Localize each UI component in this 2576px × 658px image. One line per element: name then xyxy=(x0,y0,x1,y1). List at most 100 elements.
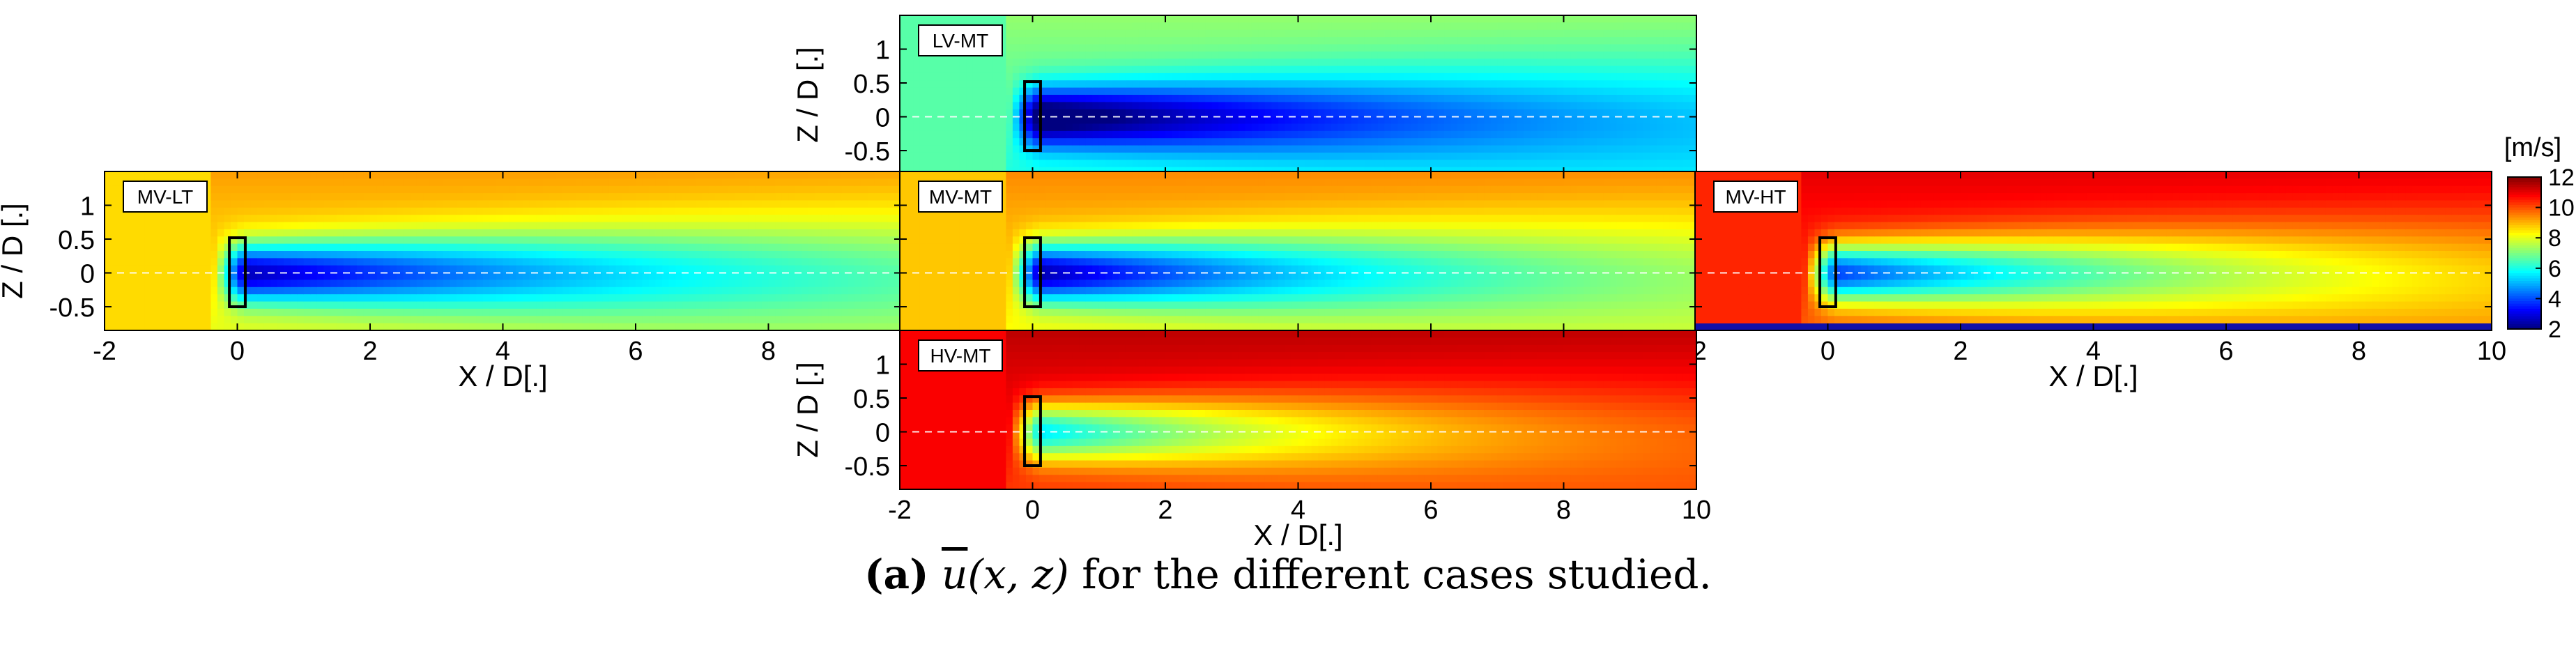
heatmap-cell xyxy=(795,244,802,252)
heatmap-cell xyxy=(1086,66,1093,74)
heatmap-cell xyxy=(1006,109,1013,117)
heatmap-cell xyxy=(675,229,682,237)
heatmap-cell xyxy=(669,323,676,331)
heatmap-cell xyxy=(629,215,636,222)
heatmap-cell xyxy=(257,273,264,280)
heatmap-cell xyxy=(1019,153,1026,160)
heatmap-cell xyxy=(105,251,112,259)
heatmap-cell xyxy=(1338,15,1345,23)
heatmap-cell xyxy=(1179,22,1186,30)
heatmap-cell xyxy=(251,208,258,215)
heatmap-cell xyxy=(722,280,729,287)
heatmap-cell xyxy=(350,258,357,266)
heatmap-cell xyxy=(1099,37,1106,45)
heatmap-cell xyxy=(509,222,516,230)
heatmap-cell xyxy=(1351,44,1358,52)
heatmap-cell xyxy=(423,258,430,266)
heatmap-cell xyxy=(1537,153,1544,160)
heatmap-cell xyxy=(257,200,264,208)
heatmap-cell xyxy=(443,258,450,266)
heatmap-cell xyxy=(530,273,537,280)
heatmap-cell xyxy=(1564,44,1571,52)
heatmap-cell xyxy=(210,222,217,230)
heatmap-cell xyxy=(1165,116,1172,124)
heatmap-cell xyxy=(503,273,510,280)
heatmap-cell xyxy=(1623,59,1630,66)
heatmap-cell xyxy=(802,186,808,194)
heatmap-cell xyxy=(1092,73,1099,81)
heatmap-cell xyxy=(702,222,709,230)
heatmap-cell xyxy=(1351,73,1358,81)
heatmap-cell xyxy=(629,258,636,266)
heatmap-cell xyxy=(1026,52,1033,59)
heatmap-cell xyxy=(178,251,185,259)
heatmap-cell xyxy=(317,302,324,309)
heatmap-cell xyxy=(244,323,251,331)
heatmap-cell xyxy=(1531,66,1538,74)
heatmap-cell xyxy=(1663,30,1670,38)
heatmap-cell xyxy=(503,294,510,302)
heatmap-cell xyxy=(191,323,198,331)
heatmap-cell xyxy=(1145,109,1152,117)
heatmap-cell xyxy=(530,236,537,244)
heatmap-cell xyxy=(1438,95,1445,102)
heatmap-cell xyxy=(1205,22,1212,30)
heatmap-cell xyxy=(1192,153,1199,160)
heatmap-cell xyxy=(1397,73,1404,81)
heatmap-cell xyxy=(1391,44,1398,52)
heatmap-cell xyxy=(1597,116,1604,124)
heatmap-cell xyxy=(238,244,245,252)
heatmap-cell xyxy=(1570,109,1577,117)
heatmap-cell xyxy=(1371,30,1378,38)
heatmap-cell xyxy=(926,138,933,146)
heatmap-cell xyxy=(1212,153,1219,160)
heatmap-cell xyxy=(1059,116,1066,124)
heatmap-cell xyxy=(430,171,437,179)
heatmap-cell xyxy=(1604,73,1611,81)
heatmap-cell xyxy=(583,222,590,230)
heatmap-cell xyxy=(709,294,716,302)
heatmap-cell xyxy=(602,171,609,179)
heatmap-cell xyxy=(966,73,973,81)
heatmap-cell xyxy=(1278,116,1285,124)
heatmap-cell xyxy=(1305,44,1312,52)
heatmap-cell xyxy=(1351,22,1358,30)
heatmap-cell xyxy=(769,229,776,237)
heatmap-cell xyxy=(1192,37,1199,45)
heatmap-cell xyxy=(979,88,986,95)
heatmap-cell xyxy=(615,178,622,186)
heatmap-cell xyxy=(1145,138,1152,146)
heatmap-cell xyxy=(1478,66,1485,74)
heatmap-cell xyxy=(1278,160,1285,167)
heatmap-cell xyxy=(1059,44,1066,52)
heatmap-cell xyxy=(1510,153,1517,160)
heatmap-cell xyxy=(1676,109,1683,117)
heatmap-cell xyxy=(423,186,430,194)
heatmap-cell xyxy=(549,309,556,316)
heatmap-cell xyxy=(231,280,238,287)
heatmap-cell xyxy=(609,215,616,222)
heatmap-cell xyxy=(244,229,251,237)
heatmap-cell xyxy=(1033,30,1040,38)
heatmap-cell xyxy=(1531,80,1538,88)
heatmap-cell xyxy=(992,15,999,23)
heatmap-cell xyxy=(105,287,112,295)
heatmap-cell xyxy=(1006,73,1013,81)
heatmap-cell xyxy=(1218,44,1225,52)
heatmap-cell xyxy=(782,229,789,237)
heatmap-cell xyxy=(1318,160,1325,167)
heatmap-cell xyxy=(244,171,251,179)
heatmap-cell xyxy=(1152,73,1159,81)
heatmap-cell xyxy=(1636,102,1643,109)
heatmap-cell xyxy=(297,251,304,259)
heatmap-cell xyxy=(702,186,709,194)
heatmap-cell xyxy=(1218,88,1225,95)
heatmap-cell xyxy=(1312,123,1319,131)
heatmap-cell xyxy=(291,178,298,186)
heatmap-cell xyxy=(404,294,411,302)
heatmap-cell xyxy=(795,171,802,179)
heatmap-cell xyxy=(795,186,802,194)
heatmap-cell xyxy=(1099,66,1106,74)
heatmap-cell xyxy=(589,208,596,215)
heatmap-cell xyxy=(1365,123,1372,131)
